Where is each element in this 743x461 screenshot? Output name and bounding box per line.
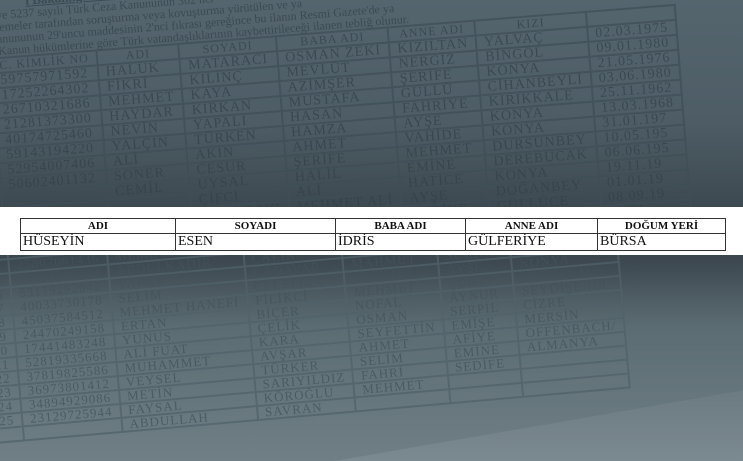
table-cell [0, 426, 25, 444]
faded-table-bottom: 1190912593025807061436MEMDUHYILMAZMUSTAF… [0, 255, 631, 444]
faded-document-top: i Bakanlığındanli ve 5237 sayılı Türk Ce… [0, 0, 692, 207]
cell-baba-adi: İDRİS [335, 233, 466, 251]
background-document-top: i Bakanlığındanli ve 5237 sayılı Türk Ce… [0, 0, 743, 207]
highlighted-record-table: ADI SOYADI BABA ADI ANNE ADI DOĞUM YERİ … [20, 218, 726, 251]
faded-document-bottom: 1190912593025807061436MEMDUHYILMAZMUSTAF… [0, 255, 631, 444]
header-row: ADI SOYADI BABA ADI ANNE ADI DOĞUM YERİ [20, 218, 726, 234]
header-dogum-yeri: DOĞUM YERİ [597, 218, 726, 234]
cell-anne-adi: GÜLFERİYE [465, 233, 598, 251]
header-adi: ADI [20, 218, 176, 234]
header-baba-adi: BABA ADI [335, 218, 466, 234]
table-row: HÜSEYİN ESEN İDRİS GÜLFERİYE BÜRSA [20, 233, 726, 251]
background-document-bottom: 1190912593025807061436MEMDUHYILMAZMUSTAF… [0, 255, 743, 461]
highlight-strip: ADI SOYADI BABA ADI ANNE ADI DOĞUM YERİ … [0, 207, 743, 255]
cell-adi: HÜSEYİN [20, 233, 176, 251]
cell-soyadi: ESEN [175, 233, 336, 251]
header-soyadi: SOYADI [175, 218, 336, 234]
cell-dogum-yeri: BÜRSA [597, 233, 726, 251]
header-anne-adi: ANNE ADI [465, 218, 598, 234]
